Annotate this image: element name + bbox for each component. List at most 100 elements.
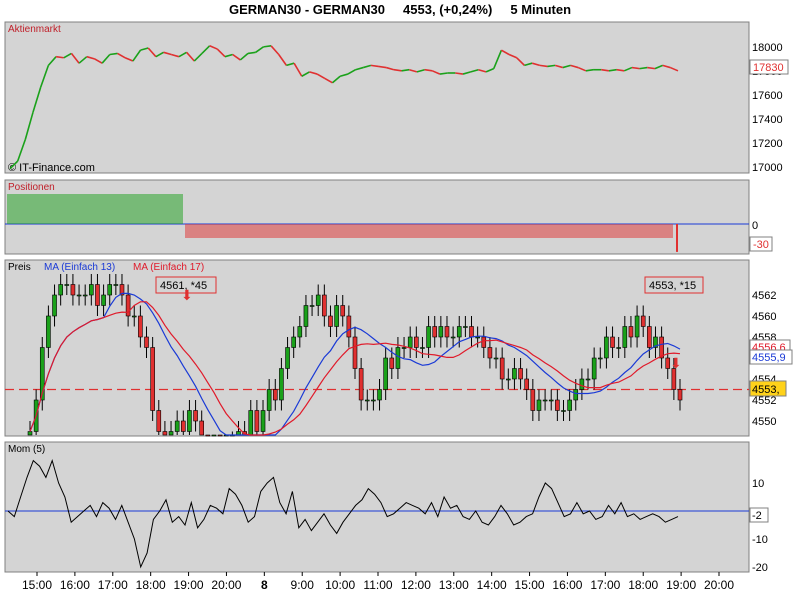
aktien-line-segment [547,64,556,68]
candle-body [450,336,456,339]
aktien-line-segment [347,69,356,75]
x-tick-label: 11:00 [363,578,392,592]
candle-body [46,315,51,348]
aktien-line-segment [309,71,318,75]
candle-body [303,305,309,327]
candle-body [377,389,382,401]
aktien-line-segment [623,66,633,72]
candle-body [82,294,88,297]
x-tick-label: 15:00 [515,578,545,592]
aktien-line-segment [63,52,72,59]
positionen-last-label: -30 [753,239,769,251]
aktien-line-segment [101,53,111,64]
candle-body [475,336,480,339]
x-tick-label: 19:00 [666,578,696,592]
aktien-line-segment [16,139,27,162]
candle-body [64,284,70,286]
aktien-line-segment [339,73,349,78]
candle-body [665,357,671,369]
candle-body [352,336,358,369]
aktien-line-segment [393,68,402,72]
aktien-line-segment [147,47,157,58]
candle-body [628,326,634,338]
candle-body [89,284,94,296]
aktien-line-segment [524,62,533,67]
tick-label: 4552 [752,395,776,407]
candle-body [70,284,76,296]
aktien-line-segment [554,64,564,69]
candle-body [647,326,652,348]
candle-body [401,347,407,349]
annotation-label-2: 4553, *15 [649,280,696,292]
candle-body [671,368,677,390]
candle-body [260,410,266,432]
aktien-last-label: 17830 [753,62,784,74]
candle-body [168,431,174,436]
preis-last-box [749,380,787,397]
preis-ma13-box [749,349,793,365]
candle-body [193,410,198,422]
aktien-line-segment [362,64,372,69]
tick-label: 10 [752,478,764,490]
candle-body [211,434,217,437]
candle-body [279,368,284,401]
aktien-line-segment [39,65,50,88]
aktien-line-segment [324,77,333,84]
aktien-line-segment [462,71,471,75]
aktien-line-segment [70,52,80,64]
candle-body [334,305,339,327]
aktien-line-segment [201,45,211,54]
candle-body [530,389,536,411]
candle-body [107,284,113,296]
candle-body [144,336,149,348]
candle-body [414,336,419,348]
candle-body [199,420,204,436]
candle-body [371,399,376,402]
panel-aktienmarkt [4,21,750,174]
aktien-line-segment [263,44,272,48]
candle-body [138,315,143,338]
aktien-line-segment [616,68,625,72]
mom-last-box [749,507,769,523]
x-tick-label: 20:00 [211,578,241,592]
candle-body [536,399,542,411]
aktien-line-segment [470,68,479,73]
aktien-line-segment [654,64,663,70]
aktien-line-segment [55,55,64,59]
candle-body [432,326,438,338]
aktien-line-segment [485,67,495,73]
candle-body [512,368,517,380]
sell-arrow-icon: ⬇ [181,287,193,303]
ma13-line [29,292,681,436]
candle-body [585,378,591,381]
aktien-line-segment [193,52,203,62]
candle-body [604,336,609,359]
candle-body [217,434,223,437]
candle-body [266,389,272,411]
aktien-line-segment [301,71,310,77]
aktien-line-segment [439,72,448,75]
legend-ma13: MA (Einfach 13) [44,262,115,273]
aktien-line-segment [178,51,187,58]
candle-body [634,315,640,338]
candle-body [297,326,303,338]
candle-body [640,315,646,327]
candle-body [499,357,505,380]
aktien-line-segment [247,51,256,55]
x-tick-label: 18:00 [136,578,166,592]
candle-body [407,336,413,348]
panel-preis [4,259,750,437]
aktien-line-segment [478,68,487,73]
candle-body [579,378,585,390]
tick-label: 4560 [752,311,776,323]
aktien-line-segment [47,56,57,66]
aktien-line-segment [431,70,441,75]
candle-body [518,368,523,380]
candle-body [487,347,493,359]
legend-ma17: MA (Einfach 17) [133,262,204,273]
candle-body [555,399,560,411]
panel-positionen [4,179,750,255]
tick-label: 0 [752,220,758,232]
candle-body [101,294,106,306]
mom-last-label: -2 [752,510,762,522]
